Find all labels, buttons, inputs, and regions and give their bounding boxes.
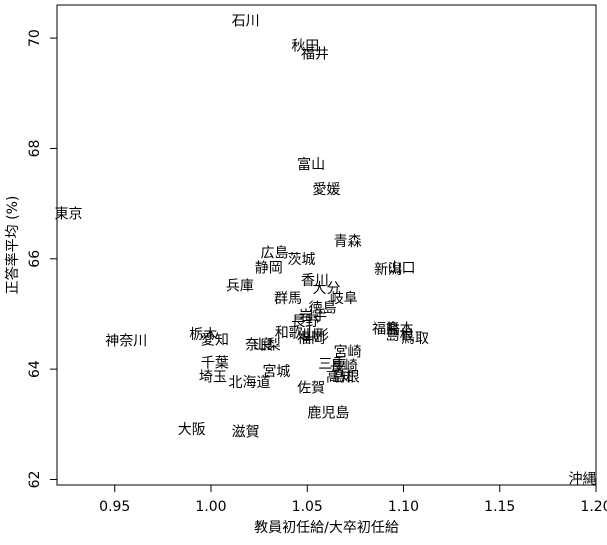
point-label: 大分 [313, 281, 341, 297]
x-tick-label: 1.15 [484, 499, 515, 515]
y-tick-label: 68 [27, 140, 43, 158]
point-label: 宮城 [262, 364, 290, 380]
point-label: 東京 [55, 207, 83, 223]
point-label: 青森 [334, 234, 362, 250]
point-label: 滋賀 [232, 425, 260, 441]
point-label: 栃木 [189, 327, 217, 343]
point-label: 高知 [326, 368, 354, 385]
point-label: 愛知 [201, 331, 229, 348]
point-label: 佐賀 [297, 380, 325, 396]
x-tick-label: 0.95 [99, 499, 130, 515]
point-label: 岐阜 [330, 290, 358, 307]
point-label: 山梨 [253, 337, 281, 353]
point-label: 長野 [291, 314, 319, 330]
point-label: 山形 [301, 328, 329, 344]
y-tick-label: 62 [27, 471, 43, 489]
y-axis: 62 64 66 68 70 [27, 29, 57, 488]
point-label: 埼玉 [199, 369, 227, 385]
y-tick-label: 64 [27, 360, 43, 378]
point-label: 大阪 [178, 422, 206, 438]
point-label: 愛媛 [313, 182, 341, 198]
point-label: 鳥取 [401, 331, 429, 347]
x-axis: 0.95 1.00 1.05 1.10 1.15 1.20 [99, 485, 607, 515]
point-label: 長崎 [330, 358, 358, 374]
point-label: 北海道 [229, 375, 271, 391]
point-label: 福岡 [297, 331, 325, 347]
point-label: 福島 [372, 321, 400, 337]
point-label: 兵庫 [226, 277, 254, 294]
x-tick-label: 1.10 [388, 499, 419, 515]
x-axis-label: 教員初任給/大卒初任給 [254, 519, 399, 536]
point-label: 島根 [386, 328, 414, 344]
point-label: 宮崎 [334, 345, 362, 361]
point-label: 山口 [388, 261, 416, 277]
y-tick-label: 70 [27, 29, 43, 47]
point-label: 秋田 [291, 38, 319, 54]
x-tick-label: 1.00 [195, 499, 226, 515]
point-label: 静岡 [255, 261, 283, 277]
plot-frame [56, 4, 597, 486]
point-label: 千葉 [201, 356, 229, 372]
point-label: 鹿児島 [307, 404, 349, 421]
y-axis-label: 正答率平均 (%) [4, 196, 21, 295]
x-tick-label: 1.20 [580, 499, 607, 515]
point-label: 沖縄 [569, 471, 597, 487]
point-label: 奈良 [245, 337, 273, 353]
point-label: 福井 [301, 47, 329, 63]
point-label: 香川 [301, 273, 329, 289]
point-label: 富山 [297, 156, 325, 173]
y-tick-label: 66 [27, 250, 43, 268]
point-label: 新潟 [374, 262, 402, 278]
point-label: 石川 [232, 14, 260, 30]
x-tick-label: 1.05 [292, 499, 323, 515]
point-label: 岩手 [299, 309, 327, 325]
point-label: 三重 [318, 357, 346, 373]
point-label: 群馬 [274, 291, 302, 307]
point-label: 和歌山 [275, 325, 317, 341]
point-label: 熊本 [386, 321, 414, 337]
point-label: 茨城 [287, 252, 315, 268]
point-label: 神奈川 [105, 334, 147, 350]
point-label: 徳島 [309, 300, 337, 316]
point-label: 島根 [332, 369, 360, 385]
point-label: 広島 [261, 245, 289, 261]
